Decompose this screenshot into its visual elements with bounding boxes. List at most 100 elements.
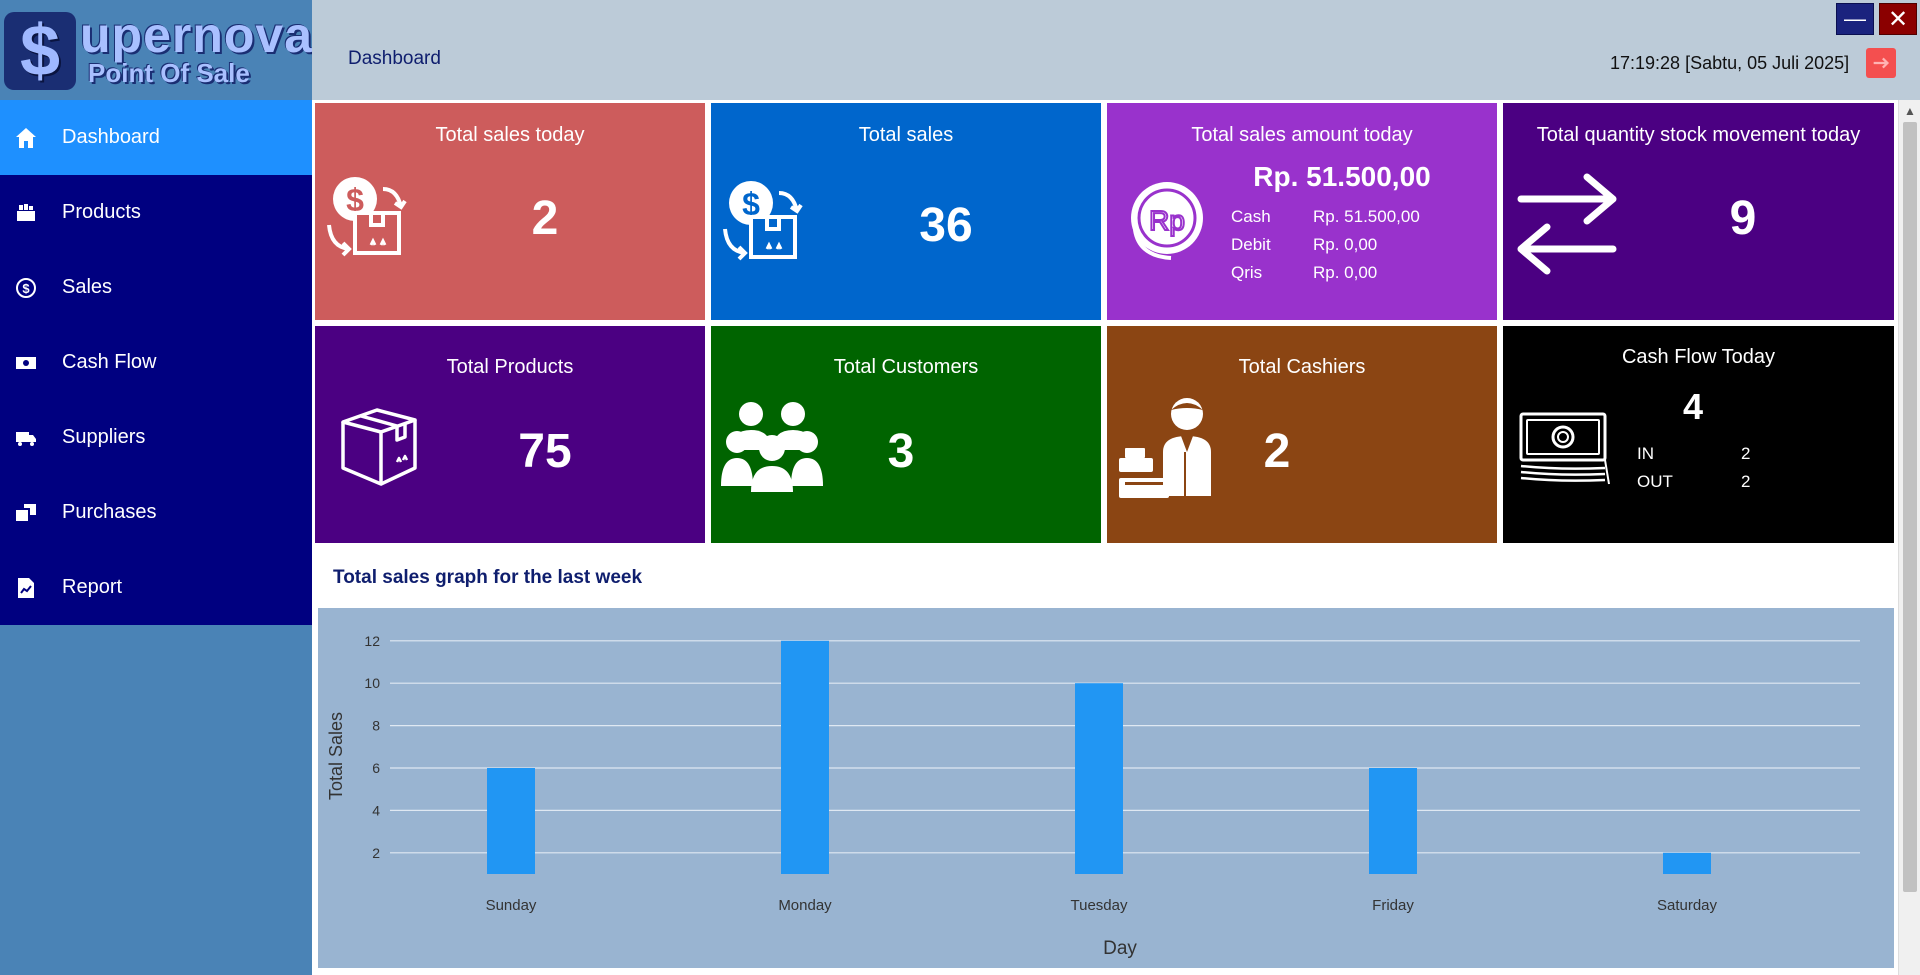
app-logo: $ upernova Point Of Sale (0, 0, 312, 100)
card-total-products: Total Products 75 (315, 326, 705, 543)
card-title: Total Customers (833, 356, 979, 378)
logo-subtitle: Point Of Sale (88, 58, 250, 88)
logout-button[interactable] (1866, 48, 1896, 78)
sidebar-item-label: Products (62, 201, 141, 223)
scroll-up-arrow-icon[interactable]: ▲ (1904, 104, 1916, 118)
sidebar: $ upernova Point Of Sale Dashboard Produ… (0, 0, 312, 975)
sidebar-item-label: Dashboard (62, 126, 160, 148)
svg-text:$: $ (346, 182, 364, 218)
card-value: Rp. 51.500,00 (1253, 161, 1431, 192)
card-cash-flow-today: Cash Flow Today 4 IN 2 OUT 2 (1503, 326, 1894, 543)
payment-label-debit: Debit (1231, 235, 1271, 254)
cash-flow-icon (14, 351, 38, 375)
sales-chart: 2 4 6 8 10 12 Sunday Monday Tuesday Friday Saturda… (318, 608, 1894, 968)
sidebar-item-dashboard[interactable]: Dashboard (0, 100, 312, 175)
logout-icon (1873, 57, 1890, 69)
sidebar-item-suppliers[interactable]: Suppliers (0, 400, 312, 475)
close-button[interactable]: ✕ (1879, 3, 1917, 35)
x-tick-label: Sunday (486, 897, 537, 914)
suppliers-icon (14, 426, 38, 450)
sidebar-menu: Dashboard Products $ Sales Cash Flow (0, 100, 312, 625)
sales-box-icon: $ (323, 169, 423, 269)
sidebar-item-sales[interactable]: $ Sales (0, 250, 312, 325)
card-title: Total quantity stock movement today (1536, 124, 1861, 146)
sidebar-item-purchases[interactable]: Purchases (0, 475, 312, 550)
sidebar-item-label: Cash Flow (62, 351, 157, 373)
cash-bills-icon (1519, 408, 1611, 492)
card-total-sales-amount-today: Total sales amount today Rp Rp. 51.500,0… (1107, 103, 1497, 320)
vertical-scrollbar[interactable]: ▲ (1898, 100, 1920, 975)
card-value: 3 (887, 425, 915, 478)
x-tick-label: Tuesday (1071, 897, 1128, 914)
sidebar-item-label: Purchases (62, 501, 157, 523)
payment-label-cash: Cash (1231, 207, 1271, 226)
y-tick-label: 6 (372, 760, 380, 776)
minimize-button[interactable]: — (1836, 3, 1874, 35)
logo-dollar-icon: $ (4, 12, 76, 90)
sidebar-item-label: Report (62, 576, 123, 598)
x-tick-label: Saturday (1657, 897, 1718, 914)
payment-value-debit: Rp. 0,00 (1313, 235, 1378, 254)
x-axis-label: Day (1103, 938, 1137, 959)
card-total-quantity-stock-movement: Total quantity stock movement today 9 (1503, 103, 1894, 320)
card-total-customers: Total Customers 3 (711, 326, 1101, 543)
y-axis-label: Total Sales (326, 712, 346, 800)
purchases-icon (14, 501, 38, 525)
page-title: Dashboard (348, 48, 441, 69)
sidebar-item-label: Sales (62, 276, 113, 298)
sales-icon: $ (14, 276, 38, 300)
sidebar-item-report[interactable]: Report (0, 550, 312, 625)
bar (781, 640, 829, 874)
cash-flow-value-out: 2 (1741, 472, 1751, 491)
svg-text:$: $ (22, 281, 30, 296)
card-value: 36 (919, 199, 973, 252)
products-icon (14, 201, 38, 225)
card-title: Total Products (446, 356, 574, 378)
sales-box-icon: $ (719, 173, 819, 273)
graph-title: Total sales graph for the last week (333, 567, 643, 588)
card-total-sales-today: Total sales today $ 2 (315, 103, 705, 320)
y-tick-label: 2 (372, 845, 380, 861)
customers-group-icon (721, 398, 825, 498)
bar (1075, 683, 1123, 874)
payment-value-qris: Rp. 0,00 (1313, 263, 1378, 282)
cash-flow-label-in: IN (1637, 444, 1654, 463)
cash-flow-label-out: OUT (1637, 472, 1673, 491)
product-box-icon (337, 404, 421, 488)
card-value: 2 (1263, 425, 1291, 478)
card-total-sales: Total sales $ 36 (711, 103, 1101, 320)
cash-flow-value-in: 2 (1741, 444, 1751, 463)
svg-text:Rp: Rp (1149, 205, 1185, 236)
y-tick-label: 4 (372, 802, 380, 818)
clock: 17:19:28 [Sabtu, 05 Juli 2025] (1610, 53, 1850, 73)
bar (487, 768, 535, 874)
y-tick-label: 12 (364, 633, 380, 649)
report-icon (14, 576, 38, 600)
x-tick-label: Friday (1372, 897, 1414, 914)
sales-chart-svg: 2 4 6 8 10 12 Sunday Monday Tuesday Friday Saturda… (326, 633, 1860, 959)
card-value: 9 (1729, 192, 1757, 245)
logo-title: upernova (80, 7, 314, 63)
x-tick-label: Monday (778, 897, 832, 914)
sidebar-item-cash-flow[interactable]: Cash Flow (0, 325, 312, 400)
bar (1663, 852, 1711, 874)
cashier-icon (1119, 396, 1223, 500)
scroll-thumb[interactable] (1903, 122, 1917, 892)
sidebar-item-products[interactable]: Products (0, 175, 312, 250)
svg-text:$: $ (742, 186, 760, 222)
sidebar-item-label: Suppliers (62, 426, 146, 448)
exchange-arrows-icon (1515, 171, 1619, 275)
payment-value-cash: Rp. 51.500,00 (1313, 207, 1420, 226)
card-title: Total sales amount today (1191, 124, 1413, 146)
header: Dashboard 17:19:28 [Sabtu, 05 Juli 2025]… (312, 0, 1920, 100)
bar (1369, 768, 1417, 874)
home-icon (14, 126, 38, 150)
rupiah-coin-icon: Rp (1127, 178, 1211, 262)
payment-label-qris: Qris (1231, 263, 1263, 282)
card-value: 75 (518, 425, 572, 478)
y-tick-label: 10 (364, 675, 380, 691)
card-total-cashiers: Total Cashiers 2 (1107, 326, 1497, 543)
card-title: Total Cashiers (1238, 356, 1366, 378)
card-title: Cash Flow Today (1621, 346, 1776, 368)
